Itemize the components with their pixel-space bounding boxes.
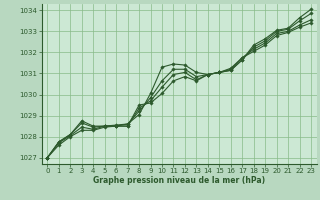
X-axis label: Graphe pression niveau de la mer (hPa): Graphe pression niveau de la mer (hPa) xyxy=(93,176,265,185)
